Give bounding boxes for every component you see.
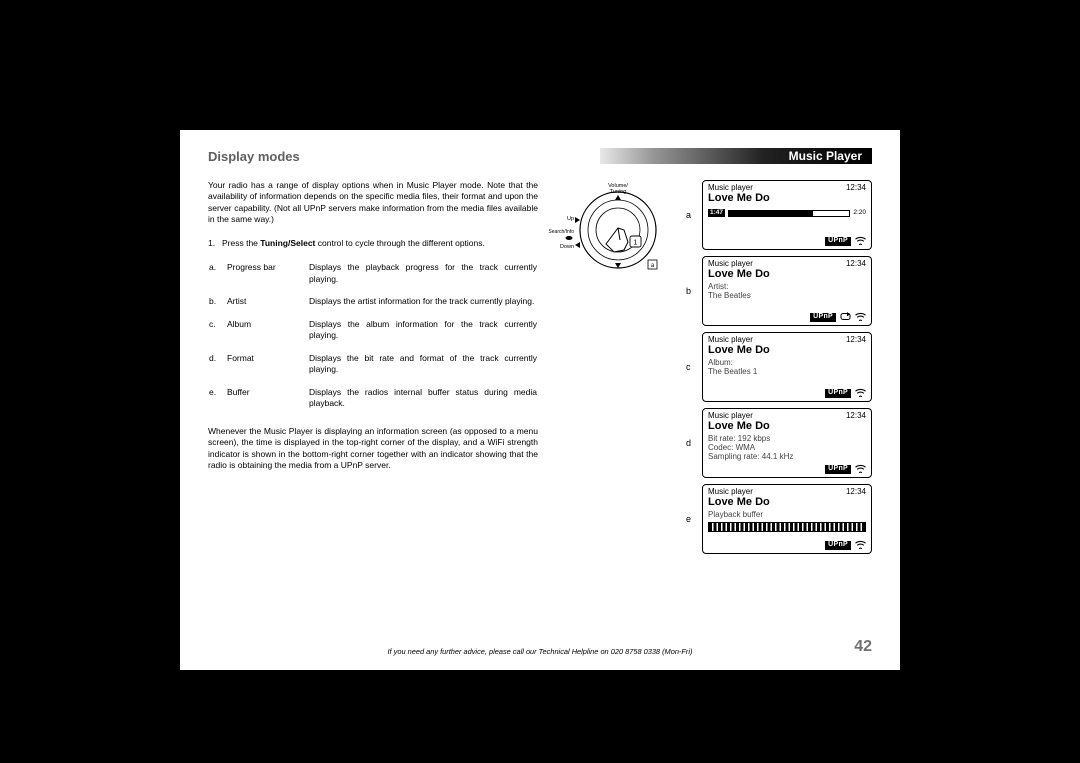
chapter-title: Music Player — [789, 149, 862, 163]
screen-row-d: d Music player12:34 Love Me Do Bit rate:… — [686, 408, 872, 478]
wifi-icon — [855, 464, 866, 475]
progress-fill — [729, 211, 813, 216]
upnp-badge: UPnP — [825, 237, 851, 246]
screen-row-a: a Music player12:34 Love Me Do 1:47 2:20… — [686, 180, 872, 250]
helpline-text: If you need any further advice, please c… — [240, 647, 840, 656]
step-number: 1. — [208, 238, 222, 249]
screen-row-b: b Music player12:34 Love Me Do Artist: T… — [686, 256, 872, 326]
svg-text:Up: Up — [567, 216, 574, 222]
table-row: e.BufferDisplays the radios internal buf… — [208, 386, 538, 420]
dial-diagram: 1 Volume/ Tuning Up Search/Info Down a — [552, 180, 672, 554]
manual-page: Display modes Music Player Your radio ha… — [180, 130, 900, 670]
row-label: b — [686, 286, 696, 296]
elapsed-time: 1:47 — [708, 209, 725, 217]
step-1: 1.Press the Tuning/Select control to cyc… — [208, 238, 538, 249]
upnp-badge: UPnP — [810, 313, 836, 322]
step-bold: Tuning/Select — [260, 238, 315, 248]
table-row: d.FormatDisplays the bit rate and format… — [208, 352, 538, 386]
wifi-icon — [855, 236, 866, 247]
svg-text:Search/Info: Search/Info — [548, 229, 574, 235]
total-time: 2:20 — [853, 209, 866, 216]
lcd-format: Music player12:34 Love Me Do Bit rate: 1… — [702, 408, 872, 478]
upnp-badge: UPnP — [825, 389, 851, 398]
content-row: Your radio has a range of display option… — [208, 180, 872, 554]
wifi-icon — [855, 540, 866, 551]
options-table: a.Progress barDisplays the playback prog… — [208, 261, 538, 419]
intro-paragraph: Your radio has a range of display option… — [208, 180, 538, 226]
svg-text:Down: Down — [560, 244, 574, 250]
outro-paragraph: Whenever the Music Player is displaying … — [208, 426, 538, 472]
svg-text:1: 1 — [634, 240, 638, 247]
screen-row-c: c Music player12:34 Love Me Do Album: Th… — [686, 332, 872, 402]
wifi-icon — [855, 388, 866, 399]
lcd-artist: Music player12:34 Love Me Do Artist: The… — [702, 256, 872, 326]
wifi-icon — [855, 312, 866, 323]
page-header: Display modes Music Player — [208, 148, 872, 164]
row-label: c — [686, 362, 696, 372]
tuning-dial-icon: 1 Volume/ Tuning Up Search/Info Down a — [538, 180, 678, 300]
text-column: Your radio has a range of display option… — [208, 180, 538, 554]
page-number: 42 — [840, 638, 872, 656]
upnp-badge: UPnP — [825, 465, 851, 474]
chapter-bar: Music Player — [600, 148, 872, 164]
section-title: Display modes — [208, 149, 300, 164]
row-label: a — [686, 210, 696, 220]
row-label: e — [686, 514, 696, 524]
lcd-examples: a Music player12:34 Love Me Do 1:47 2:20… — [686, 180, 872, 554]
upnp-badge: UPnP — [825, 541, 851, 550]
table-row: c.AlbumDisplays the album information fo… — [208, 318, 538, 352]
svg-text:Tuning: Tuning — [610, 189, 627, 195]
lcd-progress: Music player12:34 Love Me Do 1:47 2:20 U… — [702, 180, 872, 250]
screen-row-e: e Music player12:34 Love Me Do Playback … — [686, 484, 872, 554]
progress-bar — [728, 210, 850, 217]
table-row: a.Progress barDisplays the playback prog… — [208, 261, 538, 295]
row-label: d — [686, 438, 696, 448]
buffer-bar — [708, 522, 866, 532]
lcd-buffer: Music player12:34 Love Me Do Playback bu… — [702, 484, 872, 554]
table-row: b.ArtistDisplays the artist information … — [208, 295, 538, 317]
lcd-album: Music player12:34 Love Me Do Album: The … — [702, 332, 872, 402]
page-footer: If you need any further advice, please c… — [208, 638, 872, 656]
repeat-icon — [840, 312, 851, 323]
